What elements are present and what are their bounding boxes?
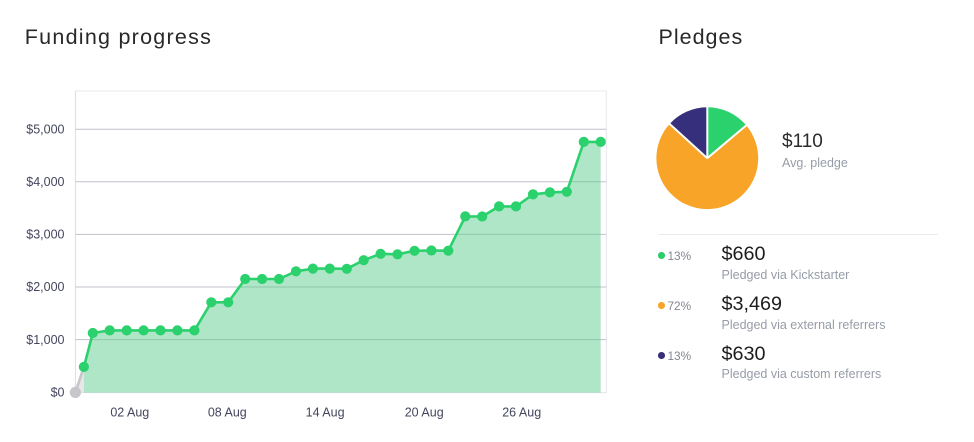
svg-text:26 Aug: 26 Aug [502,406,541,420]
svg-text:$5,000: $5,000 [26,122,64,136]
svg-text:$1,000: $1,000 [26,333,64,347]
svg-text:20 Aug: 20 Aug [405,406,444,420]
svg-text:14 Aug: 14 Aug [306,406,345,420]
svg-text:$4,000: $4,000 [26,175,64,189]
svg-text:$2,000: $2,000 [26,280,64,294]
svg-text:$0: $0 [51,386,65,400]
svg-text:$3,000: $3,000 [26,228,64,242]
svg-text:08 Aug: 08 Aug [208,406,247,420]
svg-text:02 Aug: 02 Aug [110,406,149,420]
